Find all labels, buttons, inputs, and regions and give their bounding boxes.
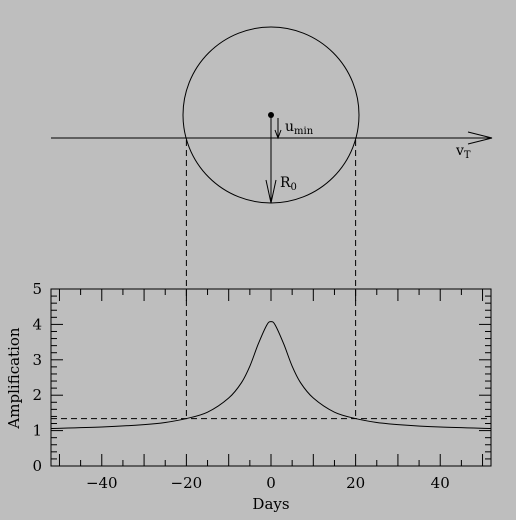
trajectory-arrowhead [467, 131, 493, 145]
x-tick-label: 40 [431, 474, 450, 492]
x-tick-label: −40 [86, 474, 118, 492]
velocity-label: vT [455, 143, 471, 161]
impact-parameter-label: umin [285, 119, 314, 137]
plot-frame [50, 288, 492, 467]
amplification-curve [50, 321, 492, 429]
y-tick-label: 2 [32, 386, 42, 404]
y-tick-label: 0 [32, 457, 42, 475]
x-tick-label: 0 [266, 474, 276, 492]
y-tick-label: 4 [32, 315, 42, 333]
axis-tick-labels: −40 −20 0 20 40 0 1 2 3 4 5 [32, 280, 449, 492]
light-curve-chart: −40 −20 0 20 40 0 1 2 3 4 5 Days Amplification [5, 280, 492, 513]
y-tick-label: 1 [32, 422, 42, 440]
impact-parameter-arrowhead [274, 129, 282, 140]
einstein-radius-label: R0 [280, 175, 297, 193]
x-tick-label: −20 [171, 474, 203, 492]
y-axis-title: Amplification [5, 327, 23, 429]
lens-geometry-diagram: umin R0 vT [51, 26, 493, 419]
einstein-radius-arrowhead [265, 179, 277, 204]
axis-ticks [51, 288, 491, 467]
x-axis-title: Days [252, 495, 289, 513]
x-tick-label: 20 [346, 474, 365, 492]
y-tick-label: 3 [32, 351, 42, 369]
y-tick-label: 5 [32, 280, 42, 298]
